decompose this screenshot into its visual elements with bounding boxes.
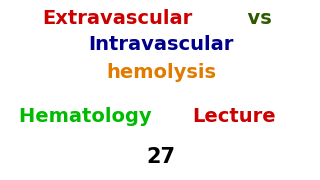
- Text: Lecture: Lecture: [192, 107, 276, 126]
- Text: Extravascular: Extravascular: [42, 9, 192, 28]
- Text: hemolysis: hemolysis: [106, 63, 216, 82]
- Text: 27: 27: [147, 147, 176, 167]
- Text: Hematology: Hematology: [19, 107, 159, 126]
- Text: vs: vs: [234, 9, 271, 28]
- Text: Intravascular: Intravascular: [89, 35, 234, 54]
